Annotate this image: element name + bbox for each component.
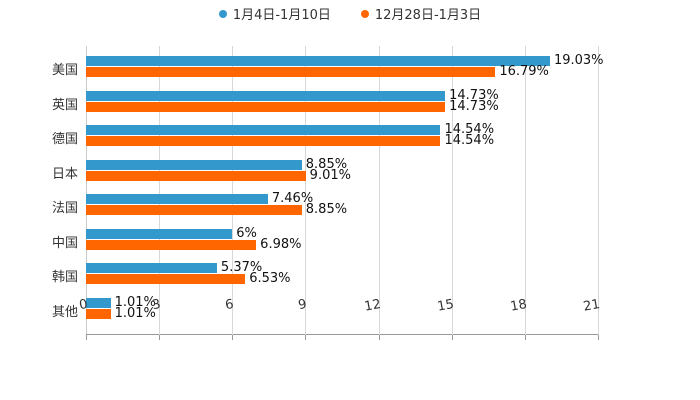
x-axis-line <box>86 334 598 335</box>
bar[interactable] <box>86 101 446 112</box>
bar[interactable] <box>86 205 302 215</box>
gridline <box>305 46 306 335</box>
data-label: 19.03% <box>553 53 604 68</box>
data-label: 6.98% <box>260 236 302 252</box>
bar[interactable] <box>86 67 496 77</box>
data-label: 14.73% <box>449 98 499 114</box>
category-label: 美国 <box>51 63 78 78</box>
legend-dot-icon <box>218 9 227 18</box>
legend-label: 12月28日-1月3日 <box>374 8 482 23</box>
data-label: 1.01% <box>114 305 156 321</box>
data-label: 6.53% <box>249 271 291 286</box>
category-label: 日本 <box>51 166 78 182</box>
legend-dot-icon <box>360 9 369 18</box>
bar[interactable] <box>86 159 302 170</box>
data-label: 5.37% <box>220 260 263 275</box>
data-label: 1.01% <box>114 294 156 310</box>
category-label: 法国 <box>51 201 78 216</box>
data-label: 14.54% <box>444 122 495 137</box>
bar[interactable] <box>86 274 246 284</box>
bar[interactable] <box>86 308 111 319</box>
legend-item-series-1[interactable]: 12月28日-1月3日 <box>360 4 482 23</box>
x-tick-mark <box>452 335 453 340</box>
legend-label: 1月4日-1月10日 <box>232 8 331 23</box>
x-tick-mark <box>86 335 87 340</box>
bar[interactable] <box>86 90 446 101</box>
category-label: 德国 <box>51 132 78 147</box>
plot-area: 19.03% 16.79% 14.73% 14.73% 14.54% 14.54% 8.85… <box>86 46 604 340</box>
bar[interactable] <box>86 263 217 273</box>
bar[interactable] <box>86 239 257 250</box>
gridline <box>452 46 453 335</box>
bar[interactable] <box>86 170 306 181</box>
bar[interactable] <box>86 56 550 66</box>
x-tick-label: 18 <box>509 297 529 315</box>
category-label: 英国 <box>51 97 78 113</box>
gridline <box>525 46 526 335</box>
data-label: 9.01% <box>309 167 351 183</box>
category-label: 其他 <box>51 304 78 320</box>
x-tick-mark <box>232 335 233 340</box>
x-tick-label: 15 <box>436 297 456 315</box>
chart-legend: 1月4日-1月10日 12月28日-1月3日 <box>0 4 700 23</box>
bar[interactable] <box>86 194 268 204</box>
x-tick-label: 12 <box>363 297 383 315</box>
gridline <box>232 46 233 335</box>
bar[interactable] <box>86 125 441 135</box>
bar[interactable] <box>86 228 233 239</box>
data-label: 8.85% <box>305 202 348 217</box>
data-label: 7.46% <box>271 191 314 206</box>
x-tick-mark <box>159 335 160 340</box>
data-label: 16.79% <box>499 64 549 79</box>
legend-item-series-0[interactable]: 1月4日-1月10日 <box>218 4 331 23</box>
x-tick-mark <box>598 335 599 340</box>
data-label: 6% <box>236 225 257 241</box>
gridline <box>379 46 380 335</box>
y-axis-line <box>86 46 87 335</box>
data-label: 8.85% <box>305 156 348 172</box>
x-tick-mark <box>305 335 306 340</box>
bar[interactable] <box>86 297 111 308</box>
x-tick-mark <box>379 335 380 340</box>
bar[interactable] <box>86 136 441 146</box>
x-tick-mark <box>525 335 526 340</box>
data-label: 14.54% <box>444 133 495 148</box>
category-label: 韩国 <box>51 270 78 285</box>
gridline <box>159 46 160 335</box>
category-label: 中国 <box>51 235 78 251</box>
x-tick-label: 21 <box>582 297 602 315</box>
data-label: 14.73% <box>449 87 499 103</box>
gridline <box>598 46 599 335</box>
